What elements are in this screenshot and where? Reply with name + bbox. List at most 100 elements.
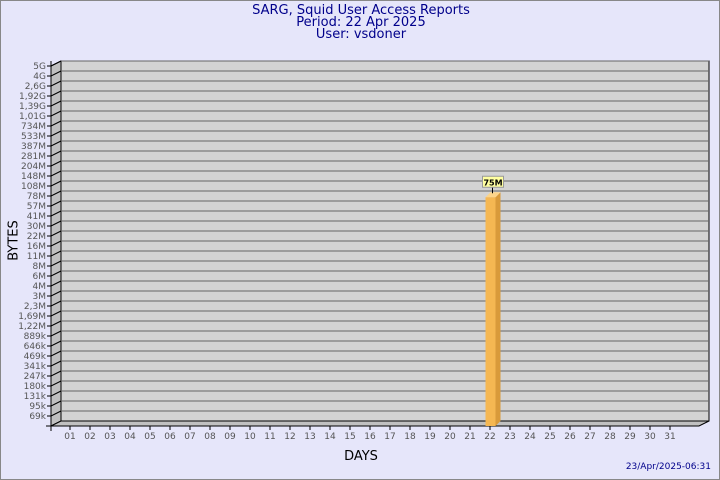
y-tick-label: 95k	[29, 402, 46, 412]
x-tick-label: 23	[504, 432, 515, 442]
grid-line-depth	[50, 390, 62, 397]
y-tick-label: 3M	[33, 292, 47, 302]
grid-line-depth	[50, 360, 62, 367]
x-tick-label: 02	[84, 432, 95, 442]
grid-line-depth	[50, 60, 62, 67]
grid-line-depth	[50, 320, 62, 327]
grid-line-depth	[50, 290, 62, 297]
y-tick-label: 387M	[21, 142, 46, 152]
x-tick-label: 30	[644, 432, 656, 442]
bar-label: 75M	[483, 178, 502, 187]
grid-line-depth	[50, 220, 62, 227]
grid-line-depth	[50, 410, 62, 417]
y-tick-label: 180k	[24, 382, 47, 392]
x-tick-label: 08	[204, 432, 216, 442]
y-tick-label: 4G	[33, 72, 46, 82]
y-tick-label: 1,69M	[18, 312, 46, 322]
x-tick-label: 27	[584, 432, 595, 442]
grid-line-depth	[50, 400, 62, 407]
y-tick-label: 2,6G	[25, 82, 46, 92]
grid-line-depth	[50, 300, 62, 307]
x-tick-label: 03	[104, 432, 115, 442]
x-tick-label: 04	[124, 432, 136, 442]
grid-line-depth	[50, 80, 62, 87]
grid-line-depth	[50, 200, 62, 207]
grid-line-depth	[50, 260, 62, 267]
grid-line-depth	[50, 350, 62, 357]
y-tick-label: 131k	[24, 392, 47, 402]
grid-line-depth	[50, 250, 62, 257]
grid-line-depth	[50, 280, 62, 287]
x-tick-label: 25	[544, 432, 555, 442]
y-tick-label: 341k	[24, 362, 47, 372]
bar	[485, 197, 496, 426]
x-tick-label: 20	[444, 432, 456, 442]
grid-line-depth	[50, 230, 62, 237]
grid-line-depth	[50, 210, 62, 217]
x-tick-label: 29	[624, 432, 636, 442]
x-tick-label: 18	[404, 432, 416, 442]
x-tick-label: 22	[484, 432, 495, 442]
y-tick-label: 11M	[27, 252, 46, 262]
chart-user: User: vsdoner	[315, 27, 407, 42]
grid-line-depth	[50, 240, 62, 247]
x-tick-label: 05	[144, 432, 155, 442]
x-tick-label: 24	[524, 432, 536, 442]
y-tick-label: 204M	[21, 162, 46, 172]
grid-line-depth	[50, 330, 62, 337]
x-tick-label: 10	[244, 432, 256, 442]
y-tick-label: 78M	[27, 192, 46, 202]
x-tick-label: 12	[284, 432, 295, 442]
y-tick-label: 8M	[33, 262, 47, 272]
bar-top	[485, 192, 501, 198]
y-tick-label: 646k	[24, 342, 47, 352]
grid-line-depth	[50, 110, 62, 117]
y-tick-label: 16M	[27, 242, 46, 252]
y-tick-label: 69k	[29, 412, 46, 422]
bar-side	[495, 192, 501, 426]
y-tick-label: 1,39G	[19, 102, 46, 112]
grid-line-depth	[50, 380, 62, 387]
grid-line-depth	[50, 120, 62, 127]
chart-period: Period: 22 Apr 2025	[296, 15, 426, 30]
y-axis-label: BYTES	[6, 220, 22, 261]
grid-line-depth	[50, 100, 62, 107]
grid-line-depth	[50, 140, 62, 147]
y-tick-label: 57M	[27, 202, 46, 212]
grid-line-depth	[50, 70, 62, 77]
y-tick-label: 41M	[27, 212, 46, 222]
x-tick-label: 31	[664, 432, 675, 442]
x-tick-label: 06	[164, 432, 176, 442]
x-axis-label: DAYS	[344, 449, 378, 464]
x-tick-label: 11	[264, 432, 275, 442]
y-tick-label: 533M	[21, 132, 46, 142]
y-tick-label: 469k	[24, 352, 47, 362]
x-tick-label: 14	[324, 432, 336, 442]
grid-line-depth	[50, 180, 62, 187]
grid-line-depth	[50, 310, 62, 317]
grid-line-depth	[50, 130, 62, 137]
grid-line-depth	[50, 150, 62, 157]
grid-line-depth	[50, 170, 62, 177]
y-tick-label: 281M	[21, 152, 46, 162]
x-tick-label: 26	[564, 432, 576, 442]
timestamp: 23/Apr/2025-06:31	[625, 462, 711, 472]
y-tick-label: 5G	[33, 62, 46, 72]
x-tick-label: 15	[344, 432, 355, 442]
x-tick-label: 16	[364, 432, 376, 442]
grid-line-depth	[50, 340, 62, 347]
floor	[50, 420, 710, 427]
x-tick-label: 17	[384, 432, 395, 442]
bar-label-box	[482, 175, 504, 188]
x-tick-label: 01	[64, 432, 75, 442]
grid-line-depth	[50, 90, 62, 97]
x-tick-label: 07	[184, 432, 195, 442]
y-tick-label: 1,92G	[19, 92, 46, 102]
y-tick-label: 1,01G	[19, 112, 46, 122]
y-tick-label: 1,22M	[18, 322, 46, 332]
y-tick-label: 4M	[33, 282, 47, 292]
y-tick-label: 108M	[21, 182, 46, 192]
x-tick-label: 28	[604, 432, 616, 442]
